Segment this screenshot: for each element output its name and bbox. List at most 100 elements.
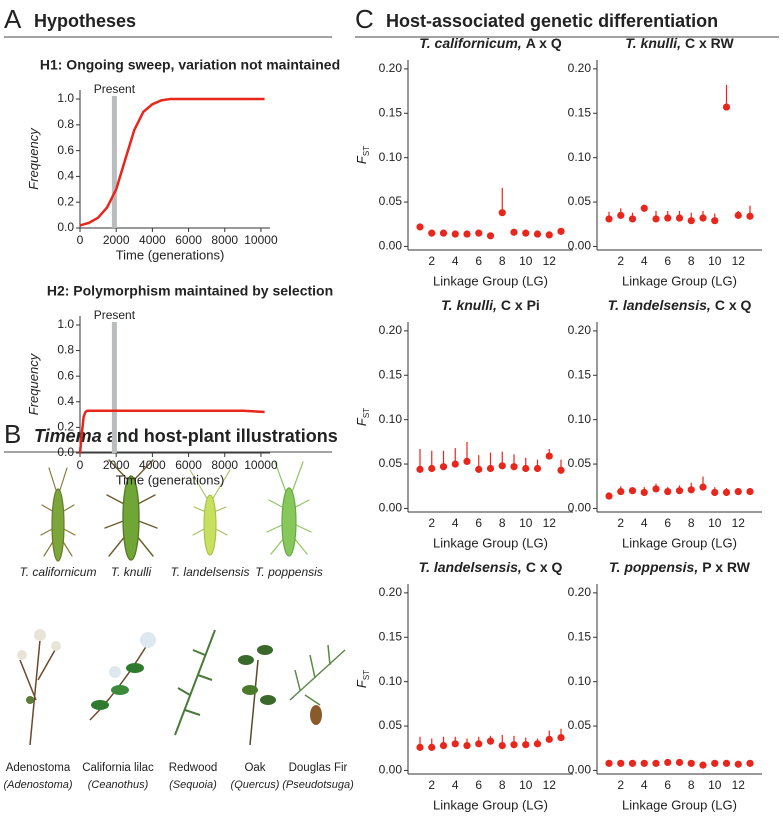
point: [699, 483, 707, 491]
point: [746, 212, 754, 220]
point: [640, 488, 648, 497]
panel-title: Hypotheses: [34, 11, 136, 31]
point: [428, 229, 436, 237]
point: [428, 743, 436, 751]
x-axis-label: Linkage Group (LG): [433, 797, 548, 812]
x-tick-label: 6000: [175, 458, 202, 472]
y-tick-label: 0.00: [379, 763, 403, 777]
chart-title: T. knulli, C x RW: [625, 35, 734, 51]
y-axis-label: FST: [354, 408, 371, 426]
point: [699, 214, 707, 222]
y-tick-label: 0.00: [379, 239, 403, 253]
point: [722, 103, 731, 111]
title-cross: C x Q: [526, 559, 563, 575]
point: [533, 740, 542, 748]
point: [475, 229, 483, 237]
x-tick-label: 8: [688, 516, 695, 530]
y-tick-label: 0.05: [568, 194, 592, 208]
x-tick-label: 2: [617, 516, 624, 530]
plant-genus: (Sequoia): [169, 779, 217, 791]
point: [545, 231, 553, 239]
title-species: T. californicum,: [419, 35, 521, 51]
x-tick-label: 8: [499, 516, 506, 530]
y-axis-label: FST: [354, 670, 371, 688]
y-tick-label: 0.15: [568, 629, 592, 643]
y-tick-label: 0.10: [568, 150, 592, 164]
point: [640, 204, 648, 212]
point: [711, 217, 719, 225]
x-tick-label: 8000: [211, 233, 238, 247]
title-species: T. landelsensis,: [419, 559, 522, 575]
point: [416, 223, 424, 231]
y-tick-label: 0.6: [57, 143, 74, 157]
x-tick-label: 2: [617, 254, 624, 268]
title-cross: C x RW: [685, 35, 735, 51]
point: [722, 488, 731, 497]
point: [486, 232, 495, 240]
x-tick-label: 10: [519, 778, 533, 792]
panel-title: Host-associated genetic differentiation: [386, 11, 718, 31]
y-tick-label: 0.15: [568, 367, 592, 381]
point: [652, 485, 660, 493]
point: [722, 759, 731, 767]
x-tick-label: 8000: [211, 458, 238, 472]
x-tick-label: 2: [617, 778, 624, 792]
x-tick-label: 12: [543, 254, 557, 268]
plant: [174, 629, 216, 736]
plant-name: Redwood: [169, 762, 218, 774]
point: [675, 758, 684, 767]
x-tick-label: 10: [708, 516, 722, 530]
point: [475, 740, 483, 748]
point: [746, 759, 754, 767]
point: [533, 230, 542, 238]
chart-title: H2: Polymorphism maintained by selection: [47, 283, 333, 299]
y-label-main: F: [354, 155, 369, 164]
insect-label: T. knulli: [111, 565, 152, 579]
point: [439, 229, 448, 237]
y-tick-label: 0.15: [379, 105, 403, 119]
chart-title: T. knulli, C x Pi: [441, 297, 540, 313]
point: [628, 487, 637, 495]
y-tick-label: 0.8: [57, 117, 74, 131]
insect-label: T. californicum: [20, 565, 97, 579]
x-axis-label: Linkage Group (LG): [622, 273, 737, 288]
panel-letter: A: [4, 4, 22, 34]
y-tick-label: 0.6: [57, 368, 74, 382]
y-label-main: Frequency: [26, 127, 41, 190]
point: [486, 737, 495, 745]
x-tick-label: 2: [428, 516, 435, 530]
x-tick-label: 10: [708, 254, 722, 268]
y-tick-label: 0.4: [57, 169, 74, 183]
x-tick-label: 4: [641, 254, 648, 268]
point: [533, 464, 542, 473]
insect: [40, 467, 76, 562]
x-tick-label: 6000: [175, 233, 202, 247]
x-tick-label: 12: [732, 778, 746, 792]
y-tick-label: 0.05: [568, 718, 592, 732]
title-cross: A x Q: [526, 35, 562, 51]
x-axis-label: Linkage Group (LG): [433, 535, 548, 550]
x-tick-label: 8: [499, 778, 506, 792]
title-cross: C x Q: [715, 297, 752, 313]
plant-name: Douglas Fir: [289, 762, 348, 774]
point: [628, 215, 637, 223]
x-tick-label: 6: [475, 778, 482, 792]
point: [557, 466, 565, 474]
y-axis-label: FST: [354, 146, 371, 164]
x-tick-label: 4: [641, 516, 648, 530]
title-cross: P x RW: [702, 559, 751, 575]
title-species: T. landelsensis,: [608, 297, 711, 313]
point: [711, 488, 719, 497]
point: [463, 741, 471, 750]
point: [510, 741, 518, 749]
panel-letter: C: [355, 4, 374, 34]
point: [675, 487, 684, 495]
y-tick-label: 0.05: [568, 456, 592, 470]
plant-name: Oak: [244, 762, 265, 774]
insect-label: T. landelsensis: [171, 565, 250, 579]
y-tick-label: 0.00: [568, 239, 592, 253]
y-tick-label: 1.0: [57, 91, 74, 105]
chart-title: H1: Ongoing sweep, variation not maintai…: [40, 57, 340, 73]
plant: [289, 644, 346, 725]
point: [545, 452, 553, 460]
